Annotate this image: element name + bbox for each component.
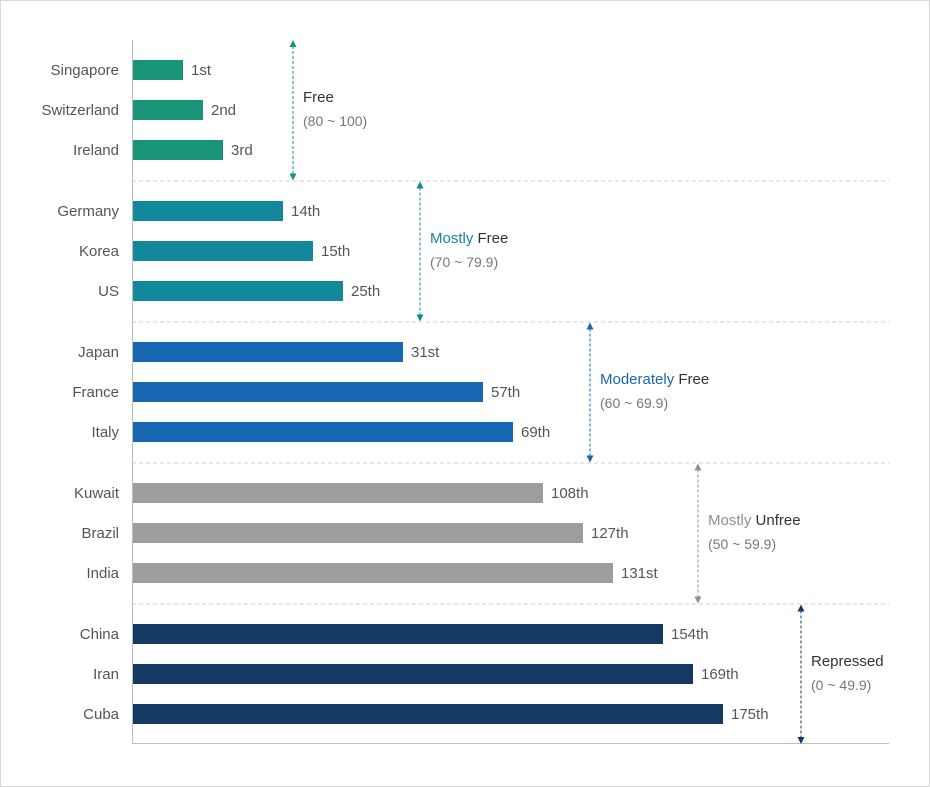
bar-ireland (133, 140, 223, 160)
category-label-kuwait: Kuwait (74, 485, 120, 502)
rank-label-iran: 169th (701, 666, 739, 683)
rank-label-switzerland: 2nd (211, 102, 236, 119)
group-range: (80 ~ 100) (303, 113, 367, 129)
category-label-italy: Italy (91, 424, 119, 441)
group-name-main: Free (303, 89, 334, 106)
group-name-main: Free (478, 230, 509, 247)
arrow-up-icon (694, 463, 702, 471)
bar-singapore (133, 60, 183, 80)
arrow-down-icon (586, 455, 594, 463)
group-name-moderately-free: Moderately Free (600, 371, 709, 388)
bar-kuwait (133, 483, 543, 503)
rank-label-germany: 14th (291, 203, 320, 220)
arrow-down-icon (694, 596, 702, 604)
group-name-prefix: Moderately (600, 371, 678, 388)
category-label-switzerland: Switzerland (41, 102, 119, 119)
bar-korea (133, 241, 313, 261)
arrow-up-icon (289, 40, 297, 47)
category-label-us: US (98, 283, 119, 300)
category-label-china: China (80, 626, 120, 643)
group-range: (60 ~ 69.9) (600, 395, 668, 411)
rank-label-brazil: 127th (591, 525, 629, 542)
category-label-japan: Japan (78, 344, 119, 361)
rank-label-japan: 31st (411, 344, 440, 361)
rank-label-india: 131st (621, 565, 659, 582)
category-label-india: India (86, 565, 119, 582)
bar-iran (133, 664, 693, 684)
group-name-main: Repressed (811, 653, 884, 670)
group-name-free: Free (303, 89, 334, 106)
group-range: (70 ~ 79.9) (430, 254, 498, 270)
group-range: (50 ~ 59.9) (708, 536, 776, 552)
arrow-down-icon (797, 737, 805, 744)
category-label-cuba: Cuba (83, 706, 120, 723)
bar-china (133, 624, 663, 644)
category-label-singapore: Singapore (51, 62, 119, 79)
arrow-up-icon (416, 181, 424, 189)
bar-india (133, 563, 613, 583)
bar-switzerland (133, 100, 203, 120)
rank-label-kuwait: 108th (551, 485, 589, 502)
group-name-prefix: Mostly (708, 512, 756, 529)
rank-label-italy: 69th (521, 424, 550, 441)
arrow-up-icon (797, 604, 805, 612)
group-name-mostly-unfree: Mostly Unfree (708, 512, 801, 529)
bar-us (133, 281, 343, 301)
group-range: (0 ~ 49.9) (811, 677, 871, 693)
group-name-prefix: Mostly (430, 230, 478, 247)
group-name-main: Free (678, 371, 709, 388)
arrow-up-icon (586, 322, 594, 330)
bar-cuba (133, 704, 723, 724)
group-name-mostly-free: Mostly Free (430, 230, 508, 247)
bar-brazil (133, 523, 583, 543)
bar-italy (133, 422, 513, 442)
category-label-france: France (72, 384, 119, 401)
arrow-down-icon (416, 314, 424, 322)
arrow-down-icon (289, 173, 297, 181)
bar-japan (133, 342, 403, 362)
bar-france (133, 382, 483, 402)
rank-label-china: 154th (671, 626, 709, 643)
rank-label-singapore: 1st (191, 62, 212, 79)
rank-label-korea: 15th (321, 243, 350, 260)
group-name-repressed: Repressed (811, 653, 884, 670)
category-label-korea: Korea (79, 243, 120, 260)
rank-label-france: 57th (491, 384, 520, 401)
group-name-main: Unfree (756, 512, 801, 529)
category-label-iran: Iran (93, 666, 119, 683)
bar-germany (133, 201, 283, 221)
rank-label-us: 25th (351, 283, 380, 300)
rank-label-ireland: 3rd (231, 142, 253, 159)
category-label-germany: Germany (57, 203, 119, 220)
rank-label-cuba: 175th (731, 706, 769, 723)
category-label-brazil: Brazil (81, 525, 119, 542)
category-label-ireland: Ireland (73, 142, 119, 159)
